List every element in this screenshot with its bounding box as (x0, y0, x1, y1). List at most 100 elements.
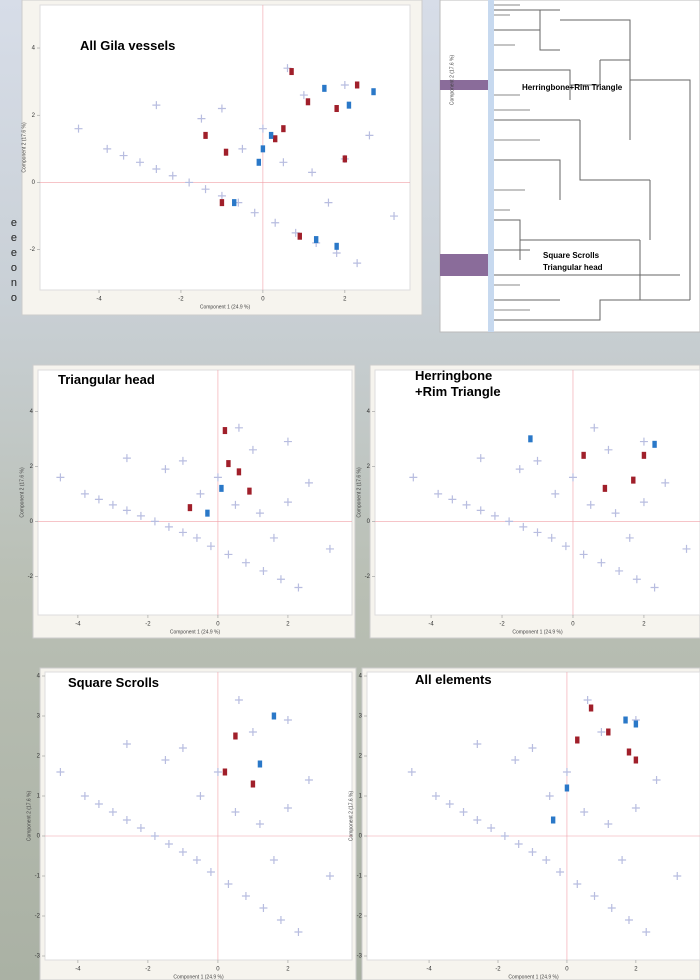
chart-title: All elements (415, 672, 492, 688)
y-axis-label: Component 2 (17.6 %) (19, 467, 25, 518)
point (273, 135, 277, 142)
y-axis-label: Component 2 (17.6 %) (356, 467, 362, 518)
point (589, 705, 593, 712)
x-tick-label: -4 (426, 967, 432, 973)
side-text: e (11, 217, 17, 229)
point (551, 817, 555, 824)
point (371, 88, 375, 95)
y-tick-label: -1 (35, 874, 41, 880)
x-axis-label: Component 1 (24.9 %) (512, 629, 563, 635)
plot-area (45, 672, 352, 960)
point (233, 733, 237, 740)
x-tick-label: -4 (96, 297, 102, 303)
point (257, 159, 261, 166)
page: -4-202-2024Component 1 (24.9 %)Component… (0, 0, 700, 980)
x-tick-label: -2 (178, 297, 184, 303)
y-tick-label: -1 (357, 874, 363, 880)
side-text: e (11, 247, 17, 259)
side-text: n (11, 277, 17, 289)
point (281, 125, 285, 132)
point (306, 98, 310, 105)
x-axis-label: Component 1 (24.9 %) (173, 974, 224, 980)
point (220, 199, 224, 206)
y-tick-label: -2 (28, 574, 34, 580)
y-tick-label: -2 (365, 574, 371, 580)
point (528, 435, 532, 442)
point (188, 504, 192, 511)
y-axis-label: Component 2 (17.6 %) (21, 122, 27, 173)
point (652, 441, 656, 448)
point (251, 781, 255, 788)
point (347, 102, 351, 109)
x-tick-label: -4 (75, 622, 81, 628)
dendrogram-axis-label: Component 2 (17.6 %) (449, 55, 455, 106)
dendrogram-label: Herringbone+Rim Triangle (522, 83, 623, 92)
plot-area (375, 370, 700, 615)
chart-title: Triangular head (58, 372, 155, 388)
point (642, 452, 646, 459)
point (634, 721, 638, 728)
point (623, 717, 627, 724)
y-tick-label: -3 (357, 954, 363, 960)
point (224, 149, 228, 156)
point (258, 761, 262, 768)
point (232, 199, 236, 206)
side-text: o (11, 292, 17, 304)
canvas: -4-202-2024Component 1 (24.9 %)Component… (0, 0, 700, 980)
point (223, 427, 227, 434)
chart-title: Square Scrolls (68, 675, 159, 691)
side-text: o (11, 262, 17, 274)
point (205, 510, 209, 517)
point (247, 488, 251, 495)
point (575, 737, 579, 744)
x-tick-label: -2 (499, 622, 505, 628)
point (606, 729, 610, 736)
x-axis-label: Component 1 (24.9 %) (170, 629, 221, 635)
x-tick-label: -2 (495, 967, 501, 973)
chart-title: Herringbone +Rim Triangle (415, 368, 501, 400)
point (269, 132, 273, 139)
side-text: e (11, 232, 17, 244)
point (355, 81, 359, 88)
point (322, 85, 326, 92)
point (314, 236, 318, 243)
point (219, 485, 223, 492)
point (343, 155, 347, 162)
x-axis-label: Component 1 (24.9 %) (200, 304, 251, 310)
y-axis-label: Component 2 (17.6 %) (348, 791, 354, 842)
point (634, 757, 638, 764)
x-tick-label: -2 (145, 622, 151, 628)
point (565, 785, 569, 792)
dendrogram-panel (440, 0, 700, 332)
point (334, 105, 338, 112)
chart-title: All Gila vessels (80, 38, 175, 54)
point (223, 769, 227, 776)
y-tick-label: -2 (35, 914, 41, 920)
point (631, 477, 635, 484)
point (226, 460, 230, 467)
chart-panel: -4-202-2024Component 1 (24.9 %)Component… (19, 365, 355, 638)
point (334, 243, 338, 250)
point (298, 233, 302, 240)
point (237, 468, 241, 475)
point (203, 132, 207, 139)
point (272, 713, 276, 720)
x-axis-label: Component 1 (24.9 %) (508, 974, 559, 980)
point (581, 452, 585, 459)
y-tick-label: -3 (35, 954, 41, 960)
dendrogram-label: Square Scrolls (543, 251, 600, 260)
x-tick-label: -4 (75, 967, 81, 973)
point (603, 485, 607, 492)
x-tick-label: -2 (145, 967, 151, 973)
point (627, 749, 631, 756)
point (289, 68, 293, 75)
plot-area (367, 672, 700, 960)
y-tick-label: -2 (357, 914, 363, 920)
y-tick-label: -2 (30, 247, 36, 253)
x-tick-label: -4 (428, 622, 434, 628)
y-axis-label: Component 2 (17.6 %) (26, 791, 32, 842)
dendrogram-label: Triangular head (543, 263, 603, 272)
